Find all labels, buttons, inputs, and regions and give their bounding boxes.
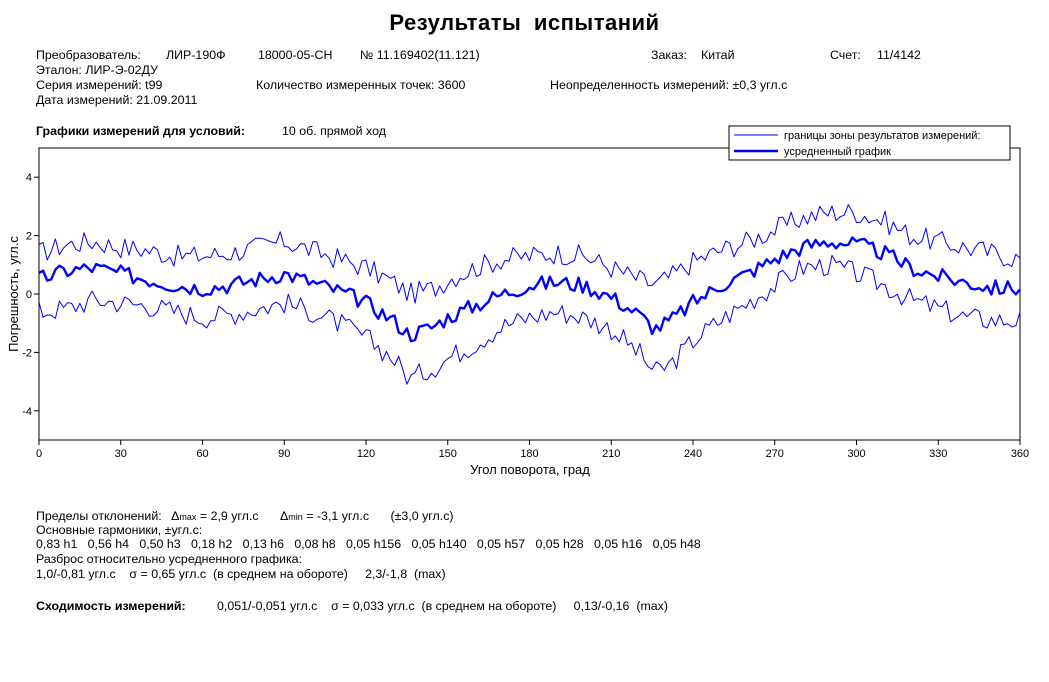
delta-max-sub: max	[179, 512, 197, 522]
series-line: Серия измерений: t99	[36, 78, 163, 92]
y-axis-label: Погрешность, угл.с	[6, 236, 21, 352]
converter-model: ЛИР-190Ф	[166, 48, 226, 62]
account-value: 11/4142	[877, 48, 921, 62]
converter-number: № 11.169402(11.121)	[360, 48, 480, 62]
conditions-value: 10 об. прямой ход	[282, 124, 386, 138]
x-tick-label: 240	[684, 448, 702, 460]
y-tick-label: 0	[26, 289, 32, 301]
points-line: Количество измеренных точек: 3600	[256, 78, 466, 92]
date-line: Дата измерений: 21.09.2011	[36, 93, 198, 107]
limits-line: Пределы отклонений: Δmax = 2,9 угл.с Δmi…	[36, 509, 454, 524]
y-tick-label: 2	[26, 231, 32, 243]
uncertainty-line: Неопределенность измерений: ±0,3 угл.с	[550, 78, 788, 92]
x-tick-label: 90	[278, 448, 290, 460]
x-tick-label: 150	[439, 448, 457, 460]
conditions-label: Графики измерений для условий:	[36, 124, 246, 138]
series-line-lower	[38, 254, 1021, 385]
harmonics-label: Основные гармоники, ±угл.с:	[36, 523, 203, 537]
x-axis-label: Угол поворота, град	[470, 462, 590, 477]
delta-symbol-min: Δ	[280, 509, 289, 523]
convergence-label: Сходимость измерений:	[36, 599, 186, 613]
y-tick-label: -4	[22, 406, 32, 418]
plot-area	[38, 147, 1021, 441]
convergence-values: 0,051/-0,051 угл.с σ = 0,033 угл.с (в ср…	[217, 599, 668, 613]
x-axis-ticks: 0 30 60 90 120 150 180 210 240 270 300 330 360	[36, 440, 1029, 460]
delta-min-value: = -3,1 угл.с	[306, 509, 370, 523]
x-tick-label: 0	[36, 448, 42, 460]
x-tick-label: 330	[929, 448, 947, 460]
legend-label-bounds: границы зоны результатов измерений:	[784, 130, 981, 142]
y-tick-label: -2	[22, 347, 32, 359]
x-tick-label: 30	[115, 448, 127, 460]
converter-label: Преобразователь:	[36, 48, 141, 62]
spread-label: Разброс относительно усредненного график…	[36, 552, 303, 566]
limits-range: (±3,0 угл.с)	[390, 509, 454, 523]
series-line-upper	[38, 204, 1021, 304]
delta-min-sub: min	[288, 512, 303, 522]
page-title: Результаты испытаний	[389, 10, 660, 35]
account-label: Счет:	[830, 48, 861, 62]
x-tick-label: 270	[766, 448, 784, 460]
x-tick-label: 180	[520, 448, 538, 460]
limits-prefix: Пределы отклонений:	[36, 509, 162, 523]
x-tick-label: 210	[602, 448, 620, 460]
delta-symbol-max: Δ	[171, 509, 180, 523]
x-tick-label: 360	[1011, 448, 1029, 460]
order-value: Китай	[701, 48, 735, 62]
legend: границы зоны результатов измерений: усре…	[728, 125, 1011, 161]
legend-label-mean: усредненный график	[784, 146, 891, 158]
order-label: Заказ:	[651, 48, 687, 62]
x-tick-label: 300	[847, 448, 865, 460]
y-axis-ticks: -4 -2 0 2 4	[22, 172, 39, 418]
y-tick-label: 4	[26, 172, 32, 184]
x-tick-label: 60	[196, 448, 208, 460]
harmonics-values: 0,83 h1 0,56 h4 0,50 h3 0,18 h2 0,13 h6 …	[36, 537, 701, 551]
series-lines	[38, 204, 1021, 385]
delta-max-value: = 2,9 угл.с	[199, 509, 259, 523]
reference-line: Эталон: ЛИР-Э-02ДУ	[36, 63, 158, 77]
x-tick-label: 120	[357, 448, 375, 460]
spread-values: 1,0/-0,81 угл.с σ = 0,65 угл.с (в средне…	[36, 567, 446, 581]
series-line-mean	[38, 236, 1021, 343]
legend-box	[728, 125, 1011, 161]
converter-code: 18000-05-СН	[258, 48, 333, 62]
